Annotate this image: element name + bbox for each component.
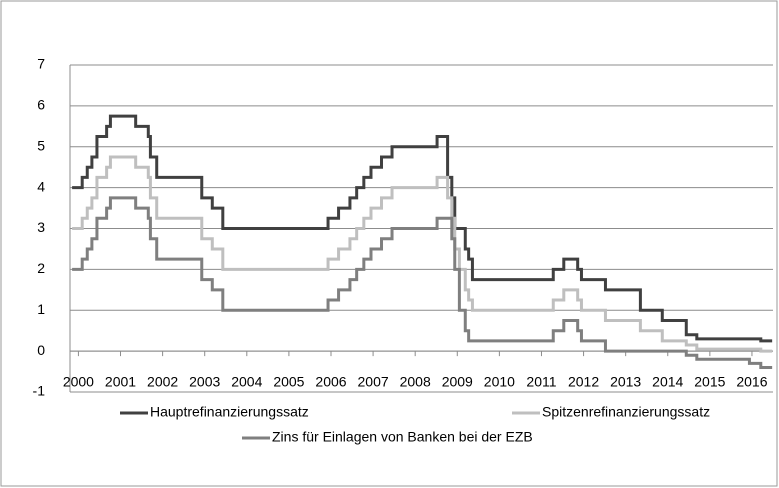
x-tick-label: 2006 [315, 374, 346, 390]
y-tick-label: 7 [37, 56, 45, 72]
y-tick-label: 1 [37, 301, 45, 317]
y-tick-label: 5 [37, 137, 45, 153]
series-line [72, 114, 773, 343]
x-tick-label: 2012 [568, 374, 599, 390]
x-tick-label: 2014 [652, 374, 683, 390]
x-tick-label: 2009 [442, 374, 473, 390]
x-tick-label: 2001 [105, 374, 136, 390]
series-line [72, 155, 773, 353]
y-tick-label: 0 [37, 342, 45, 358]
y-tick-label: 2 [37, 260, 45, 276]
legend-label: Zins für Einlagen von Banken bei der EZB [272, 429, 533, 445]
x-tick-label: 2003 [189, 374, 220, 390]
x-tick-label: 2007 [358, 374, 389, 390]
y-tick-label: 6 [37, 97, 45, 113]
x-tick-label: 2013 [610, 374, 641, 390]
y-tick-label: -1 [33, 383, 46, 399]
x-tick-label: 2010 [484, 374, 515, 390]
x-tick-label: 2011 [526, 374, 556, 390]
x-tick-label: 2008 [400, 374, 431, 390]
x-tick-label: 2004 [231, 374, 262, 390]
legend-label: Hauptrefinanzierungssatz [150, 404, 309, 420]
y-tick-label: 4 [37, 178, 45, 194]
x-tick-label: 2015 [694, 374, 725, 390]
x-tick-label: 2002 [147, 374, 178, 390]
x-tick-label: 2005 [273, 374, 304, 390]
series-line [72, 196, 773, 369]
legend-label: Spitzenrefinanzierungssatz [542, 404, 710, 420]
x-tick-label: 2000 [63, 374, 94, 390]
x-tick-label: 2016 [736, 374, 767, 390]
y-tick-label: 3 [37, 219, 45, 235]
